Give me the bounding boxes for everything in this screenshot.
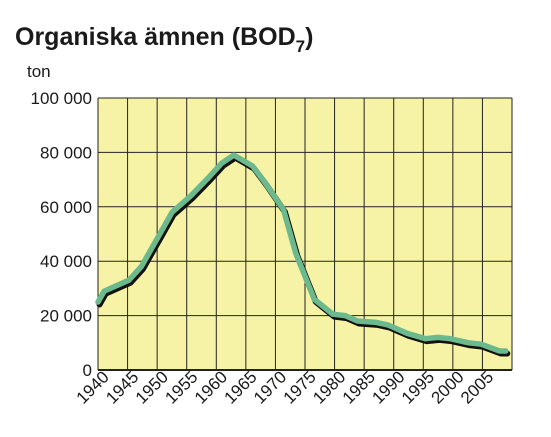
chart-title: Organiska ämnen (BOD7) bbox=[15, 23, 313, 56]
title-suffix: ) bbox=[305, 23, 313, 51]
y-axis-unit-label: ton bbox=[27, 62, 51, 81]
x-tick-label: 1980 bbox=[309, 367, 349, 407]
y-tick-label: 100 000 bbox=[31, 89, 92, 108]
title-subscript: 7 bbox=[296, 37, 305, 56]
y-tick-label: 0 bbox=[83, 361, 92, 380]
x-tick-label: 1965 bbox=[221, 367, 261, 407]
x-axis-ticks: 1940194519501955196019651970197519801985… bbox=[73, 367, 498, 407]
x-tick-label: 2000 bbox=[428, 367, 468, 407]
x-tick-label: 1960 bbox=[191, 367, 231, 407]
y-tick-label: 80 000 bbox=[40, 143, 92, 162]
x-tick-label: 1990 bbox=[368, 367, 408, 407]
x-tick-label: 1970 bbox=[250, 367, 290, 407]
x-tick-label: 1950 bbox=[132, 367, 172, 407]
data-line bbox=[95, 152, 511, 357]
title-main: Organiska ämnen (BOD bbox=[15, 23, 296, 51]
y-tick-label: 20 000 bbox=[40, 307, 92, 326]
x-tick-label: 1940 bbox=[73, 367, 113, 407]
series-line bbox=[95, 152, 509, 354]
y-axis-ticks: 0 20 000 40 000 60 000 80 000 100 000 bbox=[31, 89, 92, 380]
y-tick-label: 60 000 bbox=[40, 198, 92, 217]
x-tick-label: 1995 bbox=[398, 367, 438, 407]
x-tick-label: 1975 bbox=[280, 367, 320, 407]
x-tick-label: 1985 bbox=[339, 367, 379, 407]
x-tick-label: 2005 bbox=[457, 367, 497, 407]
x-tick-label: 1955 bbox=[161, 367, 201, 407]
gridlines bbox=[97, 97, 513, 371]
y-tick-label: 40 000 bbox=[40, 252, 92, 271]
x-tick-label: 1945 bbox=[102, 367, 142, 407]
